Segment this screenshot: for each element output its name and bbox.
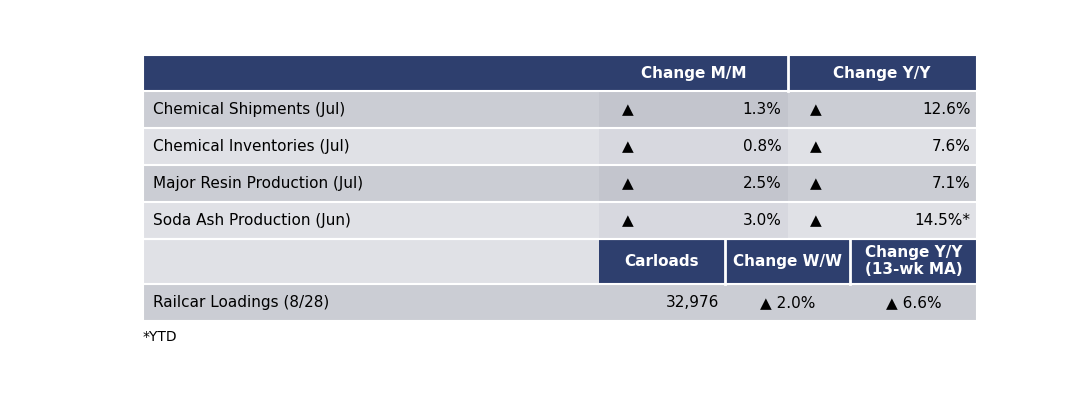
- Text: ▲: ▲: [810, 139, 821, 154]
- Bar: [787, 165, 844, 202]
- Text: 12.6%: 12.6%: [922, 102, 971, 117]
- Text: ▲: ▲: [621, 176, 633, 191]
- Text: Carloads: Carloads: [625, 254, 699, 269]
- Bar: [844, 128, 976, 165]
- Text: Change Y/Y: Change Y/Y: [833, 66, 930, 81]
- Text: ▲ 6.6%: ▲ 6.6%: [886, 295, 941, 310]
- Text: ▲: ▲: [810, 176, 821, 191]
- Bar: [725, 239, 851, 284]
- Text: *YTD: *YTD: [143, 330, 177, 344]
- Bar: [787, 91, 844, 128]
- Text: 1.3%: 1.3%: [743, 102, 782, 117]
- Bar: [143, 128, 600, 165]
- Bar: [143, 165, 600, 202]
- Bar: [143, 239, 600, 284]
- Bar: [656, 165, 787, 202]
- Text: 2.5%: 2.5%: [743, 176, 782, 191]
- Text: 0.8%: 0.8%: [743, 139, 782, 154]
- Text: 32,976: 32,976: [665, 295, 719, 310]
- Text: 7.6%: 7.6%: [931, 139, 971, 154]
- Text: 7.1%: 7.1%: [931, 176, 971, 191]
- Bar: [787, 128, 844, 165]
- Bar: [844, 165, 976, 202]
- Bar: [656, 91, 787, 128]
- Text: Soda Ash Production (Jun): Soda Ash Production (Jun): [153, 213, 351, 228]
- Bar: [600, 55, 787, 91]
- Text: 14.5%*: 14.5%*: [915, 213, 971, 228]
- Bar: [600, 128, 656, 165]
- Text: ▲: ▲: [621, 213, 633, 228]
- Bar: [787, 202, 844, 239]
- Bar: [851, 284, 976, 321]
- Bar: [844, 202, 976, 239]
- Text: Railcar Loadings (8/28): Railcar Loadings (8/28): [153, 295, 329, 310]
- Text: Chemical Inventories (Jul): Chemical Inventories (Jul): [153, 139, 349, 154]
- Bar: [787, 55, 976, 91]
- Text: ▲: ▲: [621, 139, 633, 154]
- Bar: [600, 91, 656, 128]
- Bar: [143, 284, 600, 321]
- Text: ▲: ▲: [621, 102, 633, 117]
- Bar: [656, 128, 787, 165]
- Bar: [143, 55, 600, 91]
- Bar: [844, 91, 976, 128]
- Text: ▲: ▲: [810, 102, 821, 117]
- Bar: [600, 239, 725, 284]
- Text: ▲ 2.0%: ▲ 2.0%: [760, 295, 816, 310]
- Text: 3.0%: 3.0%: [743, 213, 782, 228]
- Bar: [725, 284, 851, 321]
- Text: Change Y/Y
(13-wk MA): Change Y/Y (13-wk MA): [865, 245, 962, 277]
- Bar: [600, 284, 725, 321]
- Bar: [600, 165, 656, 202]
- Text: ▲: ▲: [810, 213, 821, 228]
- Text: Change M/M: Change M/M: [641, 66, 746, 81]
- Bar: [656, 202, 787, 239]
- Bar: [143, 91, 600, 128]
- Text: Change W/W: Change W/W: [733, 254, 842, 269]
- Bar: [600, 202, 656, 239]
- Bar: [851, 239, 976, 284]
- Text: Chemical Shipments (Jul): Chemical Shipments (Jul): [153, 102, 345, 117]
- Text: Major Resin Production (Jul): Major Resin Production (Jul): [153, 176, 363, 191]
- Bar: [143, 202, 600, 239]
